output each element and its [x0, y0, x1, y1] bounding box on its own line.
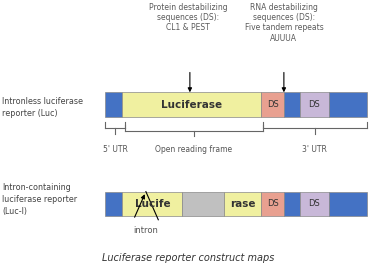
- Text: Open reading frame: Open reading frame: [155, 145, 233, 154]
- Text: intron: intron: [133, 226, 158, 236]
- Bar: [122, 192, 182, 216]
- Bar: [300, 92, 329, 117]
- Text: 5' UTR: 5' UTR: [103, 145, 127, 154]
- Text: DS: DS: [308, 199, 320, 208]
- Bar: [284, 192, 300, 216]
- Text: DS: DS: [267, 199, 278, 208]
- Bar: [284, 92, 300, 117]
- Text: Luciferase reporter construct maps: Luciferase reporter construct maps: [102, 253, 274, 263]
- Bar: [105, 92, 122, 117]
- Text: Lucife: Lucife: [135, 199, 170, 209]
- Bar: [329, 192, 367, 216]
- Text: Intronless luciferase
reporter (Luc): Intronless luciferase reporter (Luc): [2, 97, 83, 118]
- Text: Intron-containing
luciferase reporter
(Luc-I): Intron-containing luciferase reporter (L…: [2, 183, 77, 216]
- Bar: [329, 92, 367, 117]
- Bar: [300, 192, 329, 216]
- Bar: [261, 92, 284, 117]
- Text: Luciferase: Luciferase: [161, 99, 222, 110]
- Text: 3' UTR: 3' UTR: [302, 145, 327, 154]
- Bar: [261, 192, 284, 216]
- Text: DS: DS: [308, 100, 320, 109]
- Text: RNA destabilizing
sequences (DS):
Five tandem repeats
AUUUA: RNA destabilizing sequences (DS): Five t…: [244, 3, 323, 43]
- Bar: [122, 92, 261, 117]
- Bar: [224, 192, 261, 216]
- Text: Protein destabilizing
sequences (DS):
CL1 & PEST: Protein destabilizing sequences (DS): CL…: [149, 3, 227, 32]
- Bar: [105, 192, 122, 216]
- Bar: [182, 192, 224, 216]
- Text: DS: DS: [267, 100, 278, 109]
- Text: rase: rase: [230, 199, 255, 209]
